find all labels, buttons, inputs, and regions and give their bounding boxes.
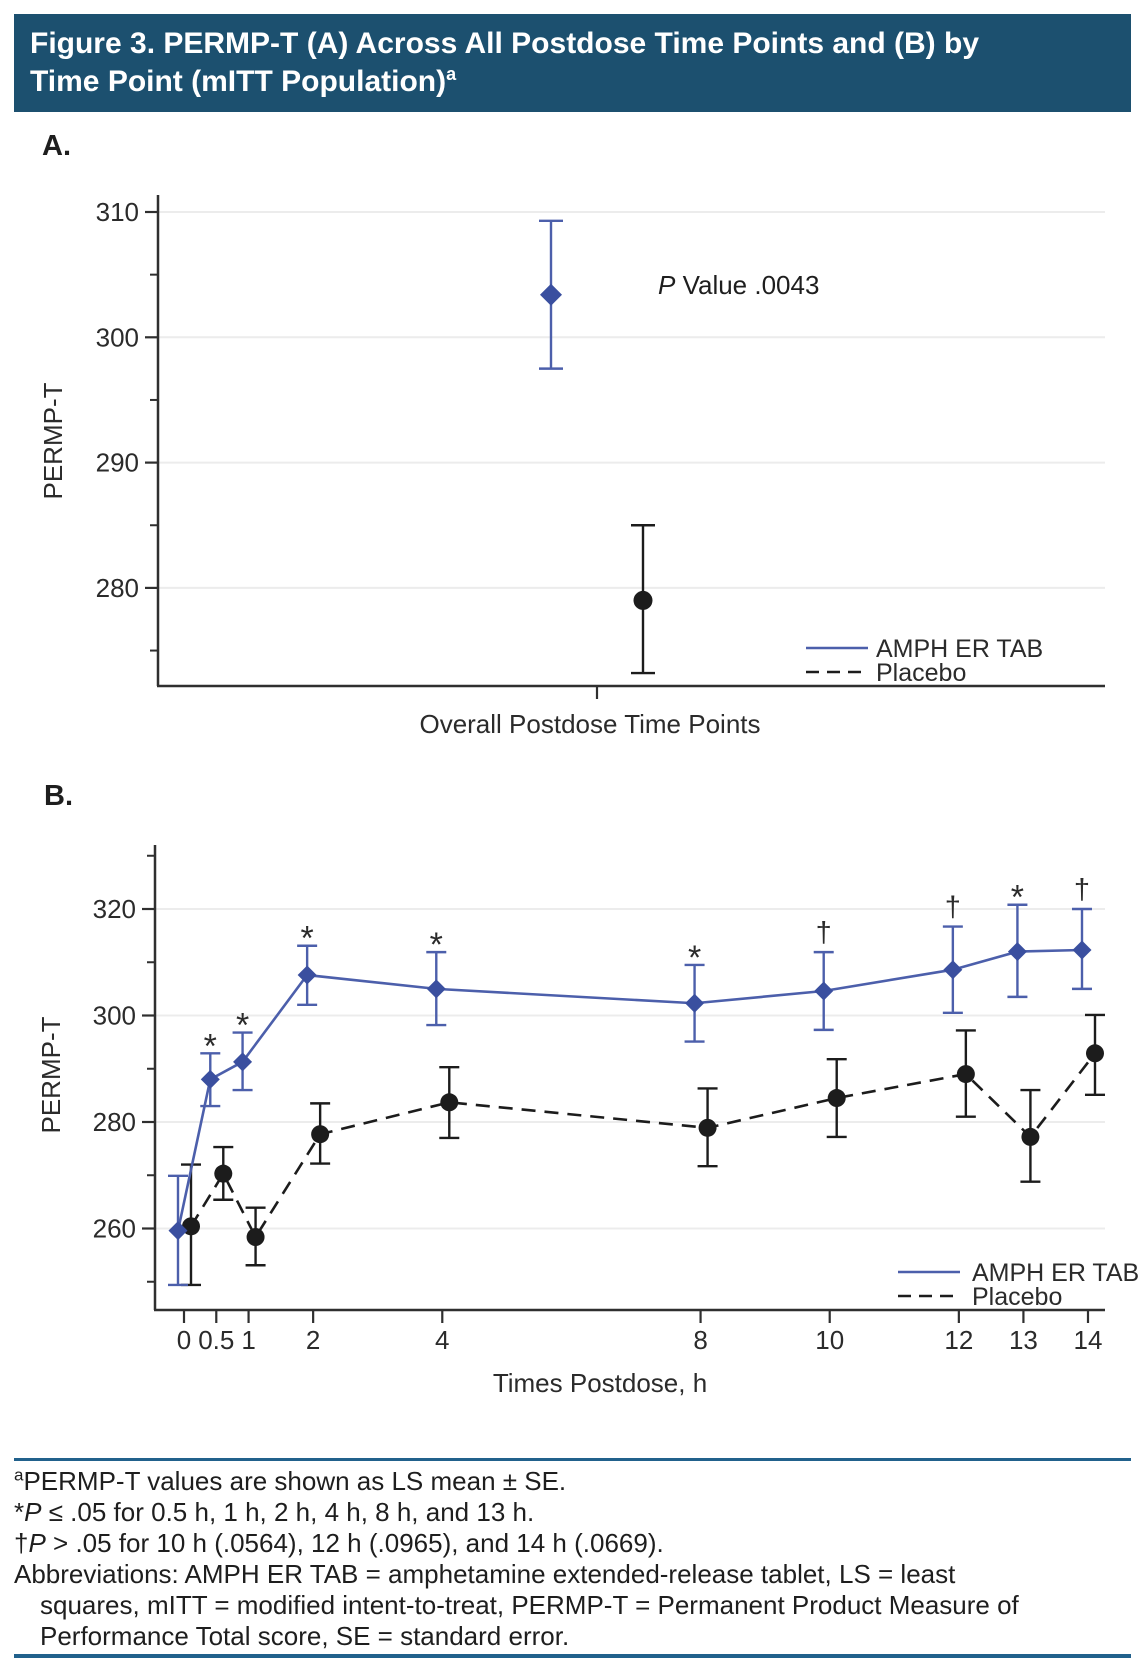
panel-b-x-axis-title: Times Postdose, h (493, 1368, 707, 1398)
panel-b-placebo-marker (698, 1118, 717, 1137)
panel-b-x-tick-label: 2 (306, 1325, 320, 1355)
panel-b-amph-marker (426, 979, 446, 999)
panel-b-amph-marker (685, 993, 705, 1013)
panel-b-amph-marker (200, 1069, 220, 1089)
panel-b-x-tick-label: 13 (1009, 1325, 1038, 1355)
panel-b-label: B. (44, 780, 73, 812)
significance-asterisk: * (1011, 879, 1024, 917)
panel-b-amph-marker (233, 1052, 253, 1072)
significance-asterisk: * (236, 1007, 249, 1045)
panel-b-placebo-marker (827, 1089, 846, 1108)
panel-b-placebo-marker (246, 1228, 265, 1247)
figure-title-bar: Figure 3. PERMP-T (A) Across All Postdos… (14, 14, 1131, 112)
footnotes-block: aPERMP-T values are shown as LS mean ± S… (14, 1466, 1131, 1652)
panel-a-placebo-marker (633, 590, 653, 610)
significance-asterisk: * (688, 939, 701, 977)
panel-a-y-tick-label: 300 (96, 322, 139, 352)
p-value-annotation-text: Value .0043 (675, 270, 820, 300)
significance-asterisk: * (430, 926, 443, 964)
panel-a-y-axis-title: PERMP-T (38, 382, 68, 499)
panel-b-x-tick-label: 8 (693, 1325, 707, 1355)
figure-title-line2: Time Point (mITT Population)a (30, 64, 457, 98)
footnote-abbreviations-line2: squares, mITT = modified intent-to-treat… (40, 1590, 1019, 1620)
footnote-top-divider (14, 1458, 1131, 1461)
p-value-annotation-p: P (658, 270, 676, 300)
footnote-abbreviations-line1: Abbreviations: AMPH ER TAB = amphetamine… (14, 1559, 956, 1589)
panel-b-placebo-series-line (189, 1052, 1097, 1240)
panel-b-y-tick-label: 280 (93, 1107, 136, 1137)
panel-b-placebo-marker (311, 1125, 330, 1144)
panel-b-x-tick-label: 14 (1074, 1325, 1103, 1355)
panel-b-amph-marker (814, 981, 834, 1001)
panel-b-amph-marker (168, 1221, 188, 1241)
panel-b-x-tick-label: 4 (435, 1325, 449, 1355)
footnote-abbreviations-line3: Performance Total score, SE = standard e… (40, 1621, 570, 1651)
significance-asterisk: * (204, 1027, 217, 1065)
panel-b-x-tick-label: 12 (944, 1325, 973, 1355)
panel-b-placebo-marker (956, 1065, 975, 1084)
legend-placebo-label: Placebo (876, 659, 966, 687)
panel-a-y-tick-label: 310 (96, 197, 139, 227)
panel-b-amph-marker (1072, 940, 1092, 960)
panel-a-y-tick-label: 290 (96, 448, 139, 478)
panel-b-x-tick-label: 0.5 (198, 1325, 234, 1355)
significance-dagger: † (945, 892, 961, 924)
legend-amph-label: AMPH ER TAB (876, 635, 1043, 663)
panel-b-placebo-marker (1021, 1127, 1040, 1146)
significance-dagger: † (816, 917, 832, 949)
panel-b-placebo-marker (1085, 1044, 1104, 1063)
footnote-dagger: †P > .05 for 10 h (.0564), 12 h (.0965),… (14, 1528, 664, 1558)
panel-b-amph-series-line (176, 948, 1083, 1231)
figure-title-line1: Figure 3. PERMP-T (A) Across All Postdos… (30, 27, 980, 60)
panel-a-x-axis-title: Overall Postdose Time Points (419, 709, 760, 739)
figure-title-superscript: a (446, 64, 457, 84)
panel-b-amph-marker (1007, 942, 1027, 962)
significance-dagger: † (1074, 874, 1090, 906)
panel-b-placebo-marker (214, 1164, 233, 1183)
panel-b-x-tick-label: 0 (177, 1325, 191, 1355)
panel-b-placebo-marker (440, 1093, 459, 1112)
panel-a-label: A. (42, 130, 71, 162)
panel-b-x-tick-label: 1 (241, 1325, 255, 1355)
panel-b-amph-marker (297, 965, 317, 985)
panel-a-amph-marker (540, 283, 562, 306)
significance-asterisk: * (301, 920, 314, 958)
panel-b-y-axis-title: PERMP-T (36, 1016, 66, 1133)
panel-a-y-tick-label: 280 (96, 573, 139, 603)
panel-b-y-tick-label: 300 (93, 1001, 136, 1031)
legend-amph-label: AMPH ER TAB (972, 1259, 1139, 1287)
legend-placebo-label: Placebo (972, 1283, 1062, 1311)
panel-b-amph-marker (943, 960, 963, 980)
footnote-ls-mean: aPERMP-T values are shown as LS mean ± S… (14, 1465, 567, 1496)
p-value-annotation: P Value .0043 (658, 270, 819, 301)
footnote-asterisk: *P ≤ .05 for 0.5 h, 1 h, 2 h, 4 h, 8 h, … (14, 1497, 535, 1527)
panel-b-x-tick-label: 10 (815, 1325, 844, 1355)
panel-b-y-tick-label: 320 (93, 894, 136, 924)
panel-b-y-tick-label: 260 (93, 1214, 136, 1244)
bottom-divider (14, 1654, 1131, 1658)
